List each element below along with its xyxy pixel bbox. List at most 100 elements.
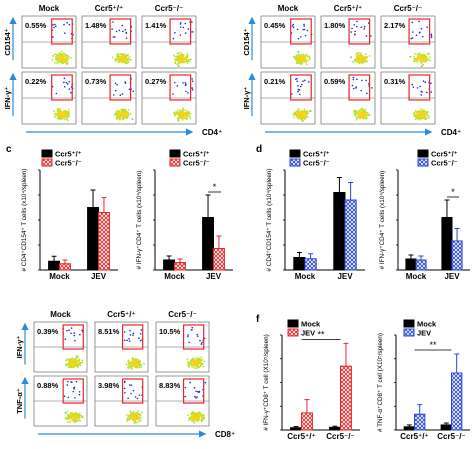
event-dot — [414, 52, 416, 55]
event-dot — [181, 55, 184, 58]
event-dot — [363, 25, 366, 28]
event-dot — [131, 368, 134, 370]
event-dot — [111, 28, 113, 30]
category-label: JEV — [337, 272, 353, 281]
event-dot — [292, 23, 295, 26]
y-axis-label: # TNF-α⁺CD8⁺ T cell (X10⁵/spleen) — [377, 333, 384, 432]
event-dot — [191, 326, 194, 329]
event-dot — [421, 59, 423, 62]
event-dot — [123, 113, 126, 116]
event-dot — [72, 362, 75, 364]
event-dot — [119, 113, 122, 116]
bar — [163, 259, 176, 271]
bar — [59, 263, 71, 271]
legend-label: Ccr5⁻/⁻ — [303, 159, 330, 168]
event-dot — [74, 416, 76, 419]
event-dot — [352, 78, 355, 81]
event-dot — [173, 58, 176, 61]
event-dot — [71, 415, 74, 418]
density-plot: 8.83% — [155, 375, 210, 427]
event-dot — [130, 411, 132, 414]
event-dot — [428, 56, 431, 59]
event-dot — [352, 76, 355, 79]
event-dot — [55, 53, 58, 56]
event-dot — [192, 418, 194, 421]
event-dot — [426, 114, 429, 117]
event-dot — [201, 419, 204, 422]
event-dot — [64, 338, 67, 340]
event-dot — [186, 62, 189, 64]
event-dot — [196, 413, 199, 416]
event-dot — [81, 329, 83, 332]
event-dot — [115, 116, 118, 119]
column-header: Mock — [278, 4, 299, 13]
gate-percentage: 0.39% — [37, 327, 59, 336]
event-dot — [411, 83, 414, 86]
bar — [344, 199, 357, 271]
event-dot — [299, 93, 301, 96]
event-dot — [413, 57, 415, 60]
bar — [451, 372, 463, 431]
event-dot — [76, 419, 79, 422]
event-dot — [132, 332, 135, 335]
event-dot — [416, 87, 419, 89]
density-plot: 0.39% — [33, 321, 88, 373]
event-dot — [191, 358, 194, 361]
event-dot — [68, 362, 71, 365]
gate-box — [182, 378, 205, 404]
event-dot — [297, 88, 300, 91]
event-dot — [360, 58, 363, 60]
event-dot — [195, 357, 197, 359]
event-dot — [178, 61, 181, 64]
row-label: TNF-α⁺ — [15, 388, 24, 414]
event-dot — [67, 359, 70, 361]
event-dot — [183, 58, 186, 60]
event-dot — [353, 110, 356, 113]
event-dot — [293, 116, 295, 119]
event-dot — [77, 359, 80, 362]
event-dot — [139, 416, 142, 419]
density-plot: 1.41% — [141, 15, 197, 69]
event-dot — [428, 53, 431, 55]
event-dot — [59, 58, 62, 61]
event-dot — [52, 54, 55, 57]
legend-label: JEV — [417, 329, 431, 338]
event-dot — [128, 419, 131, 421]
event-dot — [132, 389, 135, 392]
event-dot — [303, 111, 306, 114]
event-dot — [77, 356, 80, 359]
event-dot — [176, 85, 179, 87]
event-dot — [136, 366, 138, 369]
event-dot — [419, 114, 422, 117]
event-dot — [191, 87, 194, 89]
event-dot — [361, 108, 364, 111]
event-dot — [362, 55, 365, 58]
event-dot — [66, 358, 69, 360]
event-dot — [303, 25, 305, 27]
event-dot — [366, 92, 368, 95]
event-dot — [189, 381, 192, 384]
event-dot — [74, 358, 77, 360]
event-dot — [191, 360, 194, 363]
event-dot — [69, 419, 72, 422]
event-dot — [78, 393, 81, 396]
event-dot — [362, 59, 364, 62]
legend-label: Ccr5⁻/⁻ — [431, 159, 458, 168]
event-dot — [356, 61, 358, 63]
bar — [174, 262, 186, 271]
event-dot — [117, 58, 120, 61]
event-dot — [138, 337, 140, 340]
event-dot — [135, 418, 138, 421]
event-dot — [421, 35, 424, 38]
event-dot — [55, 92, 58, 95]
event-dot — [136, 360, 139, 363]
event-dot — [301, 111, 304, 114]
gate-box — [348, 74, 371, 101]
bar-chart-f: Ccr5⁺/⁺ Ccr5⁻/⁻ # IFN-γ⁺CD8⁺ T cell (X10⁵/… — [263, 329, 360, 441]
event-dot — [79, 419, 81, 422]
event-dot — [123, 110, 126, 112]
event-dot — [426, 111, 429, 113]
event-dot — [120, 58, 123, 60]
event-dot — [188, 341, 190, 344]
legend-swatch — [417, 149, 429, 158]
